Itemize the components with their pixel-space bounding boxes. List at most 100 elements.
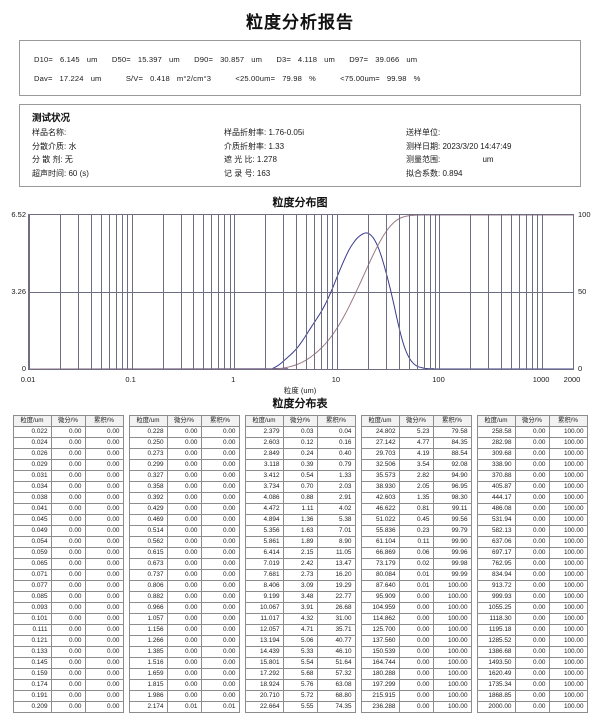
table-row: 1285.52 0.00 100.00 bbox=[476, 635, 588, 647]
table-row: 180.288 0.00 100.00 bbox=[360, 668, 472, 680]
cell-cumulative: 100.00 bbox=[548, 470, 588, 482]
chart-gridline bbox=[336, 215, 338, 369]
chart-gridline bbox=[320, 215, 322, 369]
cell-cumulative: 0.04 bbox=[316, 426, 356, 438]
cell-differential: 0.00 bbox=[514, 657, 550, 669]
table-row: 15.801 5.54 51.64 bbox=[244, 657, 356, 669]
table-row: 3.734 0.70 2.03 bbox=[244, 481, 356, 493]
cell-cumulative: 0.00 bbox=[200, 690, 240, 702]
test-conditions-box: 测试状况 样品名称: 样品折射率: 1.76-0.05i 送样单位: 分散介质: 水介… bbox=[19, 104, 581, 187]
column-header: 微分/% bbox=[514, 415, 550, 427]
cell-differential: 5.68 bbox=[282, 668, 318, 680]
cell-cumulative: 0.00 bbox=[200, 635, 240, 647]
table-row: 80.084 0.01 99.99 bbox=[360, 569, 472, 581]
d97-label: D97= bbox=[349, 55, 369, 64]
cell-particle-size: 104.959 bbox=[360, 602, 400, 614]
cell-differential: 0.00 bbox=[398, 668, 434, 680]
table-row: 1.986 0.00 0.00 bbox=[128, 690, 240, 702]
cell-differential: 0.00 bbox=[166, 679, 202, 691]
cell-differential: 0.00 bbox=[398, 591, 434, 603]
column-header: 粒度/um bbox=[244, 415, 284, 427]
table-row: 0.250 0.00 0.00 bbox=[128, 437, 240, 449]
cell-cumulative: 99.11 bbox=[432, 503, 472, 515]
condition-measure-range-label: 测量范围: bbox=[406, 155, 441, 164]
cell-cumulative: 84.35 bbox=[432, 437, 472, 449]
table-row: 164.744 0.00 100.00 bbox=[360, 657, 472, 669]
table-row: 0.085 0.00 0.00 bbox=[12, 591, 124, 603]
distribution-tables: 粒度/um 微分/% 累积/% 0.022 0.00 0.00 0.024 0.00 0.00 0… bbox=[0, 415, 600, 713]
cell-particle-size: 0.250 bbox=[128, 437, 168, 449]
cell-cumulative: 100.00 bbox=[548, 624, 588, 636]
cell-particle-size: 61.104 bbox=[360, 536, 400, 548]
cell-particle-size: 0.429 bbox=[128, 503, 168, 515]
table-row: 0.054 0.00 0.00 bbox=[12, 536, 124, 548]
table-row: 236.288 0.00 100.00 bbox=[360, 701, 472, 713]
cell-differential: 0.00 bbox=[50, 514, 86, 526]
cell-differential: 0.00 bbox=[166, 635, 202, 647]
cell-cumulative: 100.00 bbox=[432, 646, 472, 658]
cell-cumulative: 100.00 bbox=[548, 459, 588, 471]
cell-particle-size: 0.392 bbox=[128, 492, 168, 504]
cell-cumulative: 0.00 bbox=[200, 514, 240, 526]
table-row: 1.659 0.00 0.00 bbox=[128, 668, 240, 680]
cell-cumulative: 0.00 bbox=[200, 459, 240, 471]
table-header-row: 粒度/um 微分/% 累积/% bbox=[476, 415, 588, 427]
table-row: 73.179 0.02 99.98 bbox=[360, 558, 472, 570]
cell-cumulative: 0.00 bbox=[84, 481, 124, 493]
cell-particle-size: 137.560 bbox=[360, 635, 400, 647]
chart-gridline bbox=[77, 215, 79, 369]
table-row: 11.017 4.32 31.00 bbox=[244, 613, 356, 625]
cell-particle-size: 0.085 bbox=[12, 591, 52, 603]
chart-gridline bbox=[121, 215, 123, 369]
d90-value: 30.857 bbox=[220, 55, 245, 64]
table-row: 0.065 0.00 0.00 bbox=[12, 558, 124, 570]
cell-cumulative: 100.00 bbox=[548, 547, 588, 559]
d97-value: 39.066 bbox=[375, 55, 400, 64]
condition-dispersant-label: 分 散 剂: bbox=[32, 155, 63, 164]
table-row: 12.057 4.71 35.71 bbox=[244, 624, 356, 636]
cell-cumulative: 100.00 bbox=[548, 602, 588, 614]
cell-cumulative: 0.00 bbox=[84, 701, 124, 713]
cell-particle-size: 0.045 bbox=[12, 514, 52, 526]
cell-particle-size: 0.209 bbox=[12, 701, 52, 713]
cell-particle-size: 197.299 bbox=[360, 679, 400, 691]
cell-particle-size: 7.681 bbox=[244, 569, 284, 581]
condition-sample-refractive-index: 样品折射率: 1.76-0.05i bbox=[224, 126, 406, 140]
cell-particle-size: 0.038 bbox=[12, 492, 52, 504]
condition-row: 分 散 剂: 无遮 光 比: 1.278 测量范围: um bbox=[32, 153, 568, 167]
cell-particle-size: 1195.18 bbox=[476, 624, 516, 636]
cell-cumulative: 63.08 bbox=[316, 679, 356, 691]
cell-differential: 0.00 bbox=[166, 569, 202, 581]
table-header-row: 粒度/um 微分/% 累积/% bbox=[244, 415, 356, 427]
condition-medium-refractive-index: 介质折射率: 1.33 bbox=[224, 140, 406, 154]
condition-test-date-label: 测样日期: bbox=[406, 141, 441, 151]
table-row: 2000.00 0.00 100.00 bbox=[476, 701, 588, 713]
table-row: 1386.68 0.00 100.00 bbox=[476, 646, 588, 658]
table-row: 24.802 5.23 79.58 bbox=[360, 426, 472, 438]
cell-cumulative: 100.00 bbox=[548, 646, 588, 658]
cell-differential: 0.00 bbox=[514, 624, 550, 636]
yaxis-right-tick: 0 bbox=[578, 364, 583, 373]
table-row: 9.199 3.48 22.77 bbox=[244, 591, 356, 603]
sv-value: 0.418 bbox=[150, 74, 170, 83]
cell-cumulative: 68.80 bbox=[316, 690, 356, 702]
chart-gridline bbox=[305, 215, 307, 369]
condition-ultrasonic-time-value: 60 (s) bbox=[66, 168, 89, 178]
table-row: 14.439 5.33 46.10 bbox=[244, 646, 356, 658]
cell-cumulative: 0.00 bbox=[200, 580, 240, 592]
cell-differential: 0.00 bbox=[166, 437, 202, 449]
cell-differential: 0.11 bbox=[398, 536, 434, 548]
d3-label: D3= bbox=[276, 55, 291, 64]
table-row: 338.90 0.00 100.00 bbox=[476, 459, 588, 471]
cell-particle-size: 14.439 bbox=[244, 646, 284, 658]
condition-test-date: 测样日期: 2023/3/20 14:47:49 bbox=[406, 140, 568, 154]
table-row: 0.022 0.00 0.00 bbox=[12, 426, 124, 438]
cell-cumulative: 7.01 bbox=[316, 525, 356, 537]
cell-differential: 0.00 bbox=[514, 481, 550, 493]
cell-differential: 0.00 bbox=[50, 657, 86, 669]
table-row: 0.026 0.00 0.00 bbox=[12, 448, 124, 460]
cell-differential: 0.00 bbox=[398, 690, 434, 702]
cell-differential: 0.00 bbox=[166, 624, 202, 636]
cell-cumulative: 0.00 bbox=[200, 613, 240, 625]
